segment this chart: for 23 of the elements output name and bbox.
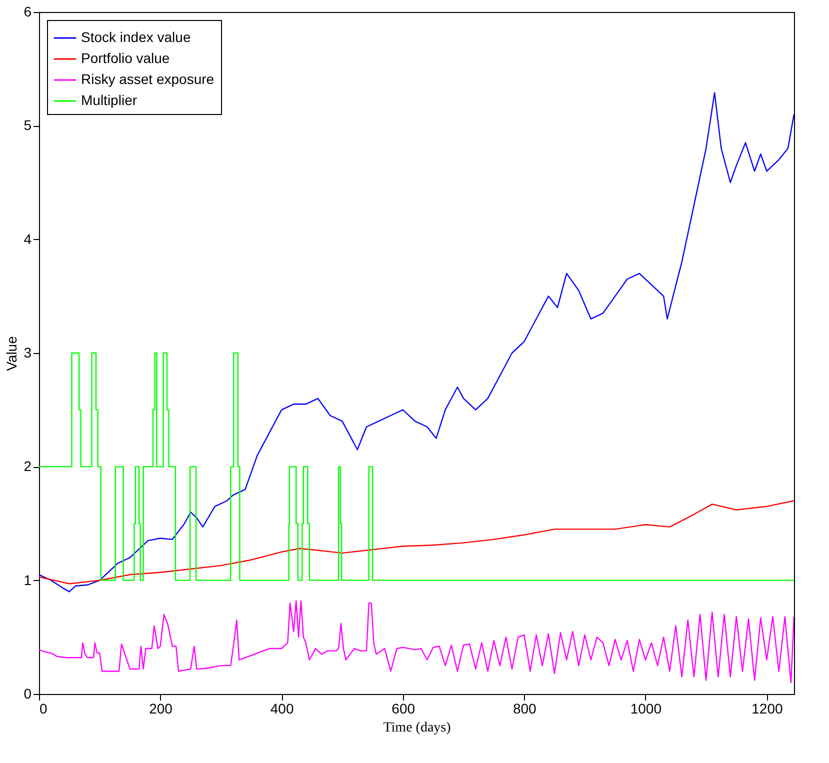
y-tick-label: 6: [24, 4, 32, 20]
y-axis-title: Value: [4, 336, 20, 371]
x-tick-label: 1200: [752, 700, 783, 716]
y-tick-label: 2: [24, 458, 32, 474]
y-tick-label: 5: [24, 117, 32, 134]
line-series: [39, 600, 794, 684]
line-series: [39, 92, 794, 592]
legend-label: Multiplier: [81, 92, 138, 108]
legend-label: Portfolio value: [81, 50, 170, 66]
x-tick-label: 400: [270, 700, 294, 716]
y-tick-label: 3: [24, 344, 32, 360]
x-tick-label: 200: [149, 700, 173, 716]
y-tick-label: 1: [24, 572, 32, 588]
y-tick-label: 0: [24, 686, 32, 702]
x-axis-title: Time (days): [383, 720, 452, 736]
x-tick-label: 1000: [630, 700, 662, 716]
y-tick-label: 4: [24, 230, 32, 247]
x-tick-label: 0: [40, 700, 48, 716]
line-series: [39, 500, 794, 584]
x-tick-label: 600: [392, 700, 416, 716]
legend-label: Stock index value: [81, 29, 191, 45]
legend-label: Risky asset exposure: [81, 71, 214, 87]
x-tick-label: 800: [512, 700, 537, 716]
